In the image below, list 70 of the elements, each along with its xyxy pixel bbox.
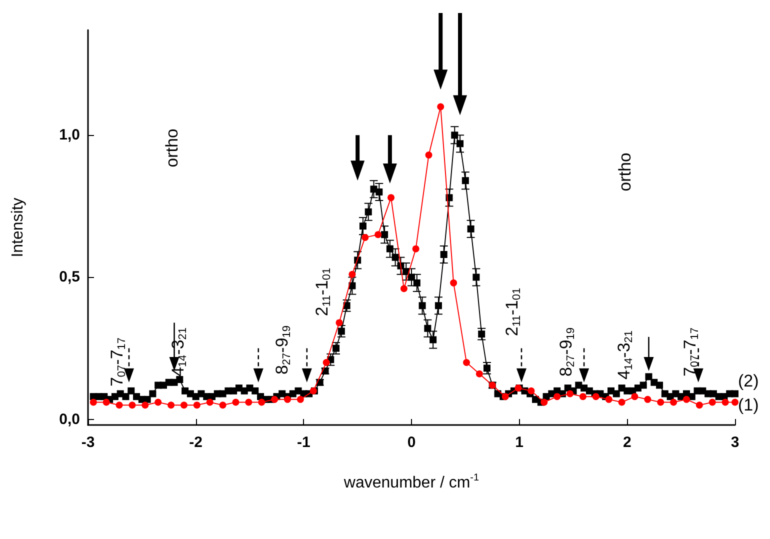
annotation: 707-717 [680,327,701,377]
y-tick-label: 0,5 [59,268,80,286]
annotation: 827-919 [556,327,577,377]
point [180,402,188,409]
annotation: 211-101 [502,288,523,336]
point [450,279,458,286]
text: (2) [738,372,759,390]
point [618,398,626,406]
point [128,402,136,409]
point [400,285,408,292]
point [463,358,470,366]
point [579,393,586,400]
x-tick-label: 3 [730,434,740,451]
point [284,396,291,403]
point [362,234,369,241]
annotation: ortho [616,152,634,192]
point [670,398,678,406]
point [206,398,214,406]
point [425,152,432,159]
annotation: 211-101 [312,268,333,316]
annotation: 414-321 [168,327,189,377]
point [554,393,561,400]
point [566,390,574,398]
point [696,402,703,409]
point [437,103,444,110]
point [348,270,356,278]
x-tick-label: 0 [407,434,416,451]
point [322,358,330,366]
x-tick-label: -3 [81,434,95,451]
point [388,194,395,202]
point [296,396,304,403]
point [732,398,738,406]
text: (1) [738,396,759,414]
x-tick-label: 2 [622,434,632,451]
y-axis-title: Intensity [10,198,26,258]
point [232,398,240,406]
point [528,387,535,394]
annotation: 827-919 [272,325,293,375]
point [116,402,123,409]
x-tick-label: 1 [515,434,524,451]
y-tick-label: 1,0 [59,126,80,144]
point [102,398,110,406]
point [722,398,729,406]
point [142,402,149,409]
point [592,393,600,400]
point [644,396,652,403]
point [374,231,382,238]
y-tick-label: 0,0 [59,410,80,428]
point [219,402,226,409]
x-tick-label: -1 [296,434,310,451]
point [154,398,162,406]
point [476,370,483,378]
point [412,245,420,252]
point [193,402,200,409]
x-tick-label: -2 [189,434,203,451]
point [168,402,175,409]
point [540,398,548,406]
point [258,398,266,406]
annotation: 707-717 [108,337,128,387]
point [708,398,716,406]
point [605,396,612,403]
annotation: ortho [162,128,182,168]
point [271,396,278,403]
point [90,398,97,406]
point [682,396,690,403]
point [245,398,252,406]
point [631,393,638,400]
point [336,319,343,326]
annotation: 414-321 [614,330,635,380]
point [657,398,664,406]
